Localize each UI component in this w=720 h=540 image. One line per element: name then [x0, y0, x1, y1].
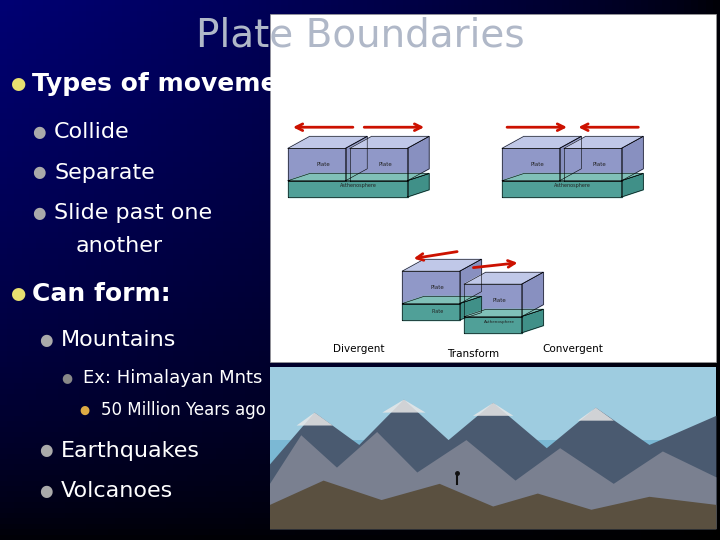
Text: Volcanoes: Volcanoes: [61, 481, 174, 502]
Text: ●: ●: [40, 484, 53, 499]
Text: Earthquakes: Earthquakes: [61, 441, 200, 461]
Polygon shape: [270, 481, 716, 529]
FancyBboxPatch shape: [270, 367, 716, 529]
Polygon shape: [350, 137, 429, 148]
Polygon shape: [473, 403, 513, 416]
Text: ●: ●: [11, 75, 26, 93]
Polygon shape: [408, 173, 429, 197]
Text: Plate: Plate: [316, 162, 330, 167]
Polygon shape: [288, 148, 346, 181]
Text: Asthenosphere: Asthenosphere: [484, 320, 515, 324]
Polygon shape: [621, 173, 643, 197]
Polygon shape: [502, 137, 581, 148]
Text: Plate: Plate: [593, 162, 606, 167]
Polygon shape: [382, 400, 426, 413]
Text: Transform: Transform: [447, 349, 499, 359]
Text: Plate: Plate: [431, 309, 444, 314]
Polygon shape: [464, 284, 522, 316]
Text: ●: ●: [40, 333, 53, 348]
Text: Ex: Himalayan Mnts: Ex: Himalayan Mnts: [83, 369, 262, 387]
Polygon shape: [522, 272, 544, 316]
Polygon shape: [402, 259, 482, 271]
Text: Plate: Plate: [431, 285, 444, 290]
Polygon shape: [402, 303, 460, 320]
Text: ●: ●: [32, 165, 46, 180]
Text: Plate: Plate: [492, 298, 506, 303]
Polygon shape: [288, 137, 367, 148]
Text: Plate: Plate: [531, 162, 544, 167]
Text: ●: ●: [32, 206, 46, 221]
Text: Divergent: Divergent: [333, 343, 384, 354]
FancyBboxPatch shape: [270, 14, 716, 362]
Polygon shape: [460, 296, 482, 320]
Text: another: another: [76, 235, 163, 256]
Text: ●: ●: [32, 125, 46, 140]
Text: Asthenosphere: Asthenosphere: [340, 183, 377, 188]
Polygon shape: [522, 309, 544, 333]
Text: Plate Boundaries: Plate Boundaries: [196, 16, 524, 54]
Text: ●: ●: [61, 372, 72, 384]
Polygon shape: [464, 272, 544, 284]
Polygon shape: [350, 148, 408, 181]
Polygon shape: [621, 137, 643, 181]
FancyBboxPatch shape: [270, 367, 716, 440]
Text: 50 Million Years ago: 50 Million Years ago: [101, 401, 266, 420]
Polygon shape: [559, 137, 581, 181]
Polygon shape: [564, 148, 621, 181]
Text: Mountains: Mountains: [61, 330, 176, 350]
Text: Convergent: Convergent: [542, 343, 603, 354]
Polygon shape: [270, 400, 716, 529]
Text: ●: ●: [79, 404, 89, 417]
Polygon shape: [464, 309, 544, 316]
Polygon shape: [402, 271, 460, 303]
Polygon shape: [464, 316, 522, 333]
Text: ●: ●: [11, 285, 26, 303]
Polygon shape: [502, 173, 643, 181]
Polygon shape: [460, 259, 482, 303]
Polygon shape: [578, 408, 614, 421]
Polygon shape: [408, 137, 429, 181]
Polygon shape: [288, 173, 429, 181]
Text: Collide: Collide: [54, 122, 130, 143]
Text: Plate: Plate: [378, 162, 392, 167]
Text: Asthenosphere: Asthenosphere: [554, 183, 591, 188]
Text: Types of movement:: Types of movement:: [32, 72, 318, 96]
Text: Can form:: Can form:: [32, 282, 171, 306]
Text: Separate: Separate: [54, 163, 155, 183]
Polygon shape: [402, 296, 482, 303]
Polygon shape: [502, 181, 621, 197]
Polygon shape: [346, 137, 367, 181]
Polygon shape: [270, 432, 716, 529]
Text: Slide past one: Slide past one: [54, 203, 212, 224]
Polygon shape: [502, 148, 559, 181]
Polygon shape: [564, 137, 643, 148]
Polygon shape: [288, 181, 408, 197]
Polygon shape: [297, 413, 333, 426]
Text: ●: ●: [40, 443, 53, 458]
